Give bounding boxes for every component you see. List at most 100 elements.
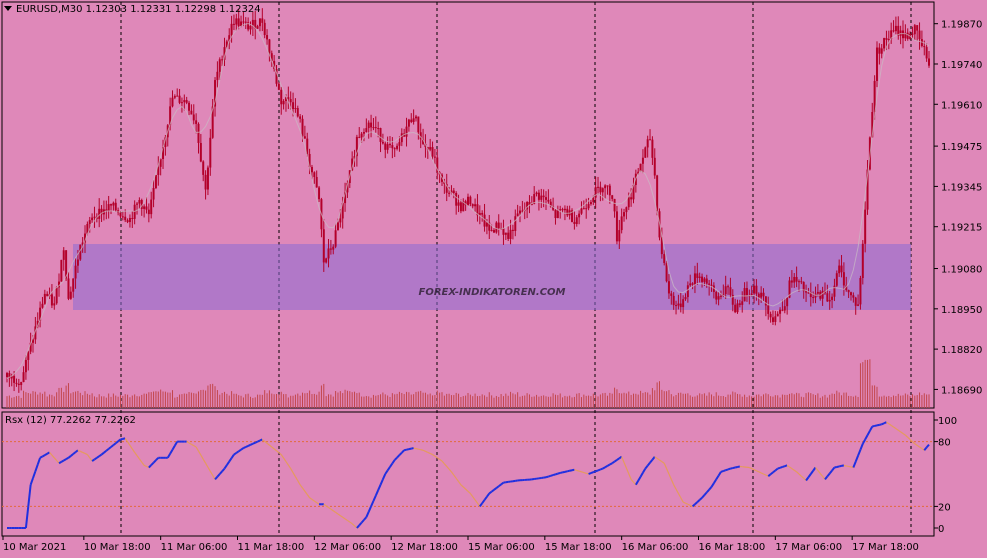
indicator-segment xyxy=(381,479,383,484)
candle-body xyxy=(573,222,575,224)
indicator-segment xyxy=(293,473,295,477)
candle-body xyxy=(895,26,897,31)
indicator-segment xyxy=(641,473,643,477)
candle-body xyxy=(630,197,632,199)
candle-body xyxy=(171,98,173,107)
indicator-segment xyxy=(203,459,205,463)
indicator-segment xyxy=(437,458,439,460)
triangle-down-icon[interactable] xyxy=(4,6,12,11)
candle-body xyxy=(15,383,17,384)
candle-body xyxy=(928,58,930,65)
candle-body xyxy=(148,210,150,214)
price-tick-label: 1.19215 xyxy=(941,223,982,234)
candle-body xyxy=(155,175,157,188)
indicator-segment xyxy=(674,485,676,489)
indicator-segment xyxy=(366,512,368,517)
indicator-segment xyxy=(768,474,770,476)
indicator-segment xyxy=(593,471,595,472)
candle-body xyxy=(578,214,580,218)
candle-body xyxy=(606,185,608,186)
indicator-segment xyxy=(749,468,751,469)
indicator-segment xyxy=(224,465,226,469)
candle-body xyxy=(176,96,178,97)
indicator-segment xyxy=(459,482,461,485)
indicator-segment xyxy=(759,472,761,473)
indicator-segment xyxy=(243,447,245,448)
time-tick-label: 12 Mar 06:00 xyxy=(314,542,381,553)
indicator-segment xyxy=(312,499,314,501)
candle-body xyxy=(60,260,62,282)
candle-body xyxy=(20,382,22,385)
candle-body xyxy=(377,128,379,129)
indicator-segment xyxy=(475,500,477,503)
candle-body xyxy=(302,119,304,136)
candle-body xyxy=(755,286,757,294)
candle-body xyxy=(127,220,129,222)
indicator-segment xyxy=(889,424,891,426)
indicator-segment xyxy=(648,463,650,466)
indicator-segment xyxy=(449,469,451,472)
indicator-segment xyxy=(603,467,605,468)
indicator-segment xyxy=(246,446,248,447)
candle-body xyxy=(725,286,727,294)
indicator-segment xyxy=(662,462,664,464)
indicator-segment xyxy=(191,444,193,445)
candle-body xyxy=(136,204,138,205)
indicator-segment xyxy=(28,485,30,507)
candle-body xyxy=(231,24,233,35)
indicator-segment xyxy=(397,455,399,457)
indicator-segment xyxy=(842,465,844,466)
indicator-segment xyxy=(480,503,482,506)
candle-body xyxy=(460,202,462,211)
indicator-segment xyxy=(702,495,704,498)
indicator-segment xyxy=(362,520,364,523)
candle-body xyxy=(859,278,861,304)
indicator-segment xyxy=(778,468,780,469)
indicator-segment xyxy=(548,476,550,477)
indicator-segment xyxy=(872,426,874,427)
indicator-segment xyxy=(487,493,489,496)
candle-body xyxy=(77,260,79,266)
candle-body xyxy=(900,30,902,35)
indicator-segment xyxy=(59,462,61,463)
indicator-segment xyxy=(631,479,633,482)
indicator-tick-label: 80 xyxy=(938,438,951,449)
candle-body xyxy=(855,298,857,306)
candle-body xyxy=(545,197,547,200)
indicator-segment xyxy=(239,450,241,452)
candle-body xyxy=(432,147,434,157)
candle-body xyxy=(297,108,299,116)
indicator-segment xyxy=(118,439,120,441)
indicator-segment xyxy=(771,472,773,474)
indicator-segment xyxy=(277,451,279,453)
candle-body xyxy=(375,127,377,128)
indicator-segment xyxy=(104,451,106,453)
candle-body xyxy=(604,185,606,188)
time-tick-label: 15 Mar 18:00 xyxy=(545,542,612,553)
candle-body xyxy=(370,123,372,128)
indicator-segment xyxy=(54,458,56,461)
indicator-segment xyxy=(780,467,782,468)
candle-body xyxy=(562,209,564,210)
candle-body xyxy=(753,286,755,294)
indicator-segment xyxy=(886,422,888,424)
indicator-segment xyxy=(584,473,586,474)
indicator-segment xyxy=(685,503,687,504)
candle-body xyxy=(708,284,710,285)
indicator-segment xyxy=(655,457,657,459)
candle-body xyxy=(583,208,585,209)
candle-body xyxy=(800,281,802,282)
candle-body xyxy=(907,33,909,39)
candle-body xyxy=(387,144,389,150)
indicator-segment xyxy=(856,456,858,462)
time-tick-label: 17 Mar 18:00 xyxy=(852,542,919,553)
indicator-segment xyxy=(369,506,371,511)
candle-body xyxy=(911,34,913,35)
indicator-segment xyxy=(891,425,893,427)
candle-body xyxy=(358,137,360,138)
candle-body xyxy=(767,305,769,314)
indicator-label: Rsx (12) 77.2262 77.2262 xyxy=(5,415,136,426)
indicator-segment xyxy=(799,474,801,476)
indicator-segment xyxy=(385,470,387,474)
